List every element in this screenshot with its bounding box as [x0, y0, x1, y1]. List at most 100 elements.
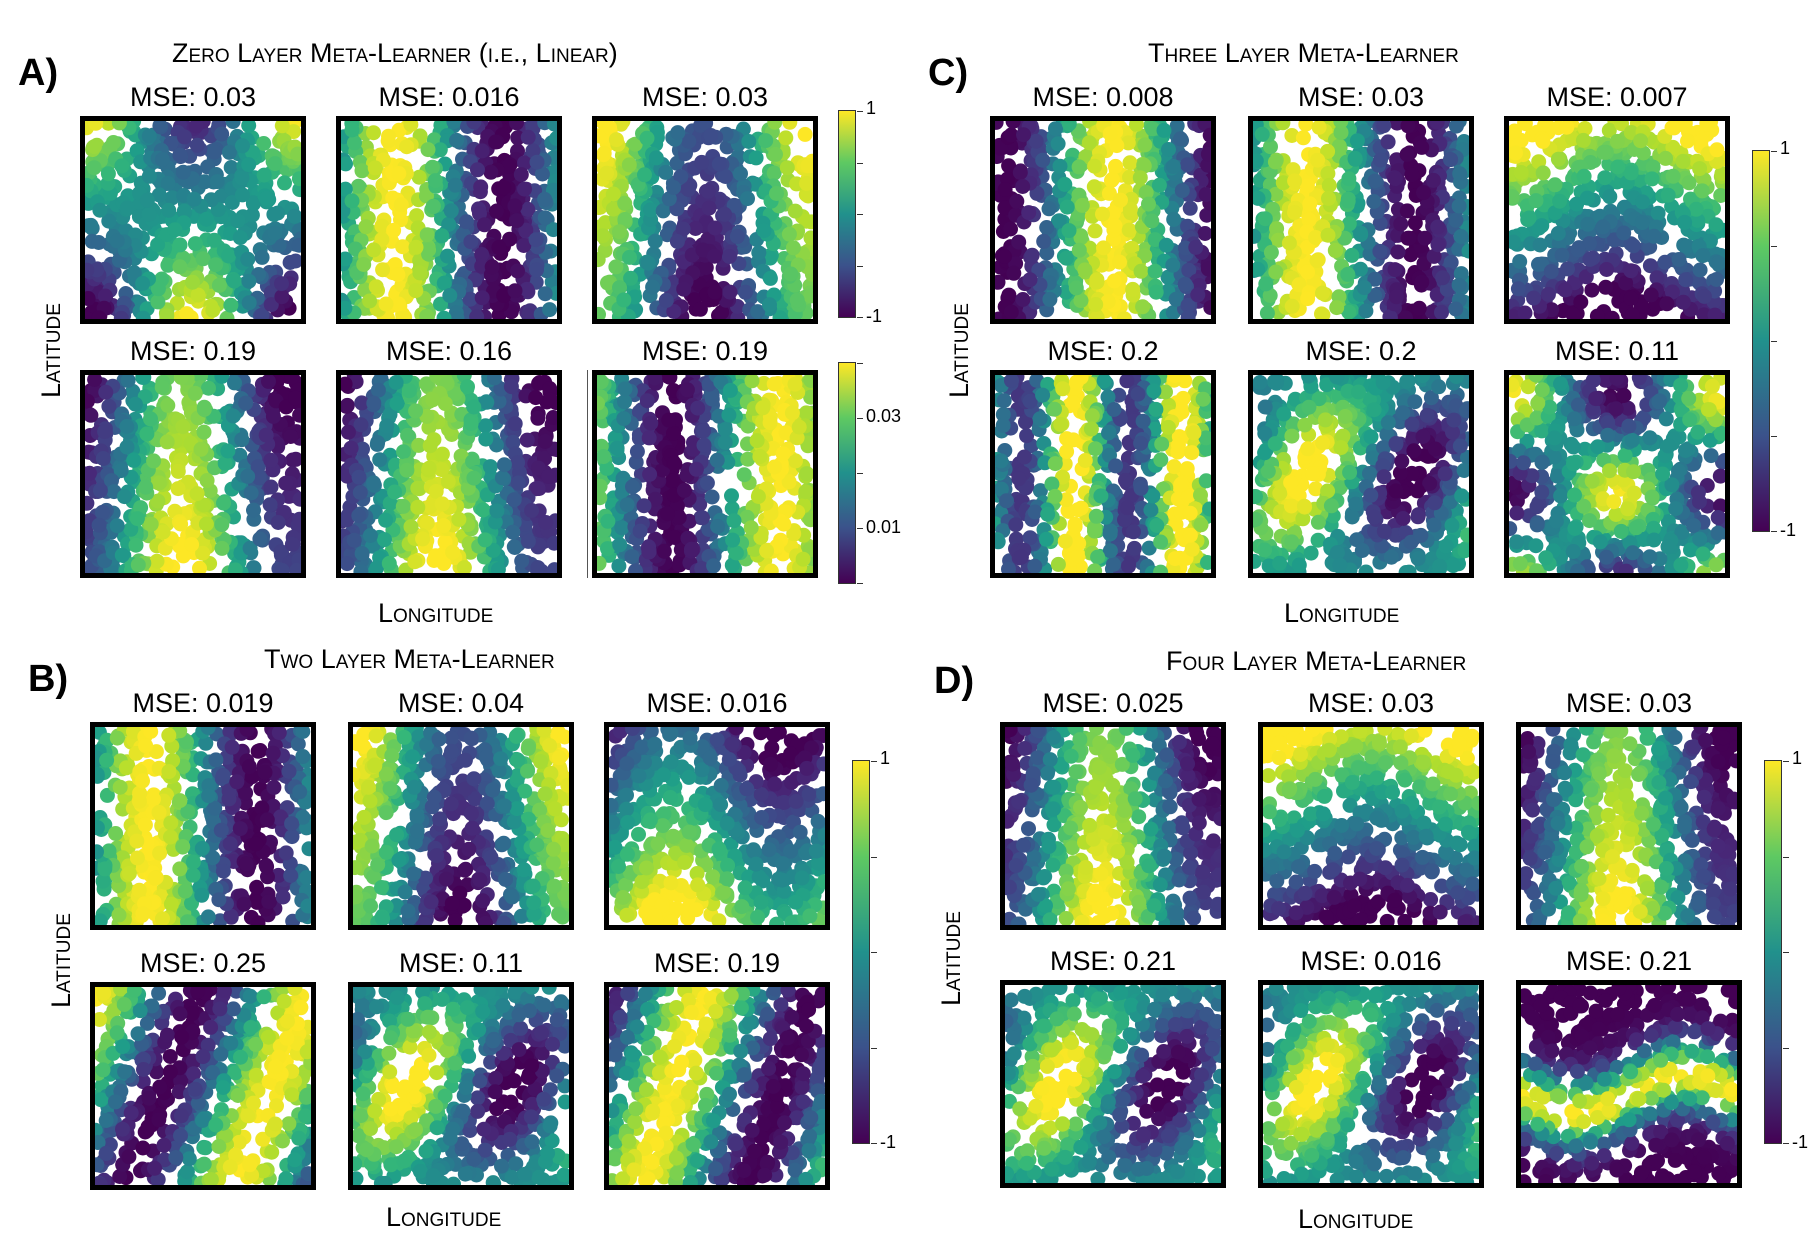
- scatter-point: [467, 791, 483, 807]
- scatter-point: [113, 310, 129, 319]
- scatter-point: [420, 142, 436, 158]
- scatter-point: [772, 310, 788, 319]
- scatter-point: [365, 869, 381, 885]
- scatter-point: [542, 381, 557, 396]
- scatter-point: [205, 302, 221, 318]
- scatter-point: [609, 814, 620, 830]
- scatter-point: [274, 121, 290, 134]
- scatter-point: [776, 516, 792, 532]
- scatter-point: [119, 419, 135, 434]
- scatter-point: [101, 398, 117, 414]
- scatter-point: [682, 730, 698, 746]
- scatter-point: [643, 415, 659, 431]
- scatter-point: [188, 121, 204, 134]
- divider-line: [587, 370, 588, 578]
- scatter-point: [695, 510, 710, 526]
- scatter-point: [714, 304, 730, 319]
- scatter-point: [120, 375, 136, 388]
- scatter-point: [667, 456, 683, 472]
- scatter-point: [397, 884, 413, 900]
- scatter-point: [288, 253, 301, 269]
- scatter-point: [483, 164, 499, 180]
- scatter-point: [545, 410, 557, 425]
- scatter-point: [670, 125, 686, 141]
- scatter-point: [236, 896, 252, 912]
- scatter-point: [389, 827, 405, 843]
- scatter-point: [623, 270, 639, 286]
- scatter-point: [679, 382, 695, 398]
- scatter-point: [799, 175, 813, 191]
- scatter-point: [762, 250, 778, 266]
- scatter-point: [196, 497, 212, 513]
- scatter-point: [694, 154, 710, 170]
- scatter-point: [367, 758, 383, 774]
- scatter-point: [248, 836, 264, 852]
- scatter-point: [496, 180, 512, 196]
- colorbar-max-label: 1: [866, 98, 877, 118]
- scatter-point: [250, 459, 266, 475]
- scatter-point: [160, 397, 176, 413]
- scatter-point: [597, 490, 608, 506]
- scatter-point: [241, 759, 257, 775]
- scatter-point: [537, 191, 553, 207]
- scatter-point: [775, 856, 791, 872]
- scatter-point: [430, 754, 446, 769]
- scatter-point: [167, 222, 183, 238]
- scatter-point: [363, 898, 378, 914]
- scatter-point: [557, 729, 569, 745]
- scatter-point: [560, 777, 569, 793]
- scatter-point: [127, 396, 143, 412]
- scatter-point: [707, 248, 722, 264]
- mse-label: MSE: 0.016: [646, 688, 788, 718]
- scatter-point: [795, 551, 811, 567]
- scatter-point: [374, 880, 389, 895]
- scatter-point: [707, 220, 723, 236]
- scatter-point: [528, 232, 544, 248]
- scatter-point: [100, 166, 116, 182]
- scatter-point: [92, 202, 108, 218]
- scatter-point: [546, 841, 561, 857]
- scatter-point: [423, 894, 439, 910]
- scatter-point: [787, 376, 803, 392]
- scatter-point: [612, 280, 627, 296]
- scatter-point: [369, 560, 385, 573]
- scatter-point: [418, 870, 433, 886]
- scatter-point: [536, 727, 552, 738]
- scatter-point: [647, 908, 663, 924]
- scatter-point: [91, 235, 107, 250]
- scatter-point: [163, 815, 179, 831]
- scatter-point: [698, 260, 714, 276]
- scatter-point: [664, 473, 680, 489]
- scatter-point: [662, 790, 678, 805]
- scatter-point: [137, 817, 153, 833]
- scatter-point: [179, 306, 195, 319]
- scatter-point: [711, 913, 727, 925]
- scatter-point: [703, 128, 719, 143]
- scatter-point: [86, 139, 102, 155]
- scatter-point: [541, 469, 556, 484]
- scatter-point: [507, 283, 523, 299]
- scatter-point: [159, 434, 175, 450]
- scatter-point: [270, 515, 286, 530]
- heatmap-subplot: [90, 722, 316, 930]
- scatter-point: [242, 988, 258, 1004]
- scatter-point: [125, 727, 141, 739]
- scatter-point: [520, 533, 536, 549]
- scatter-point: [458, 861, 474, 877]
- scatter-point: [546, 121, 557, 132]
- scatter-point: [101, 213, 117, 229]
- scatter-point: [800, 188, 813, 204]
- scatter-point: [618, 877, 634, 893]
- scatter-point: [769, 916, 785, 925]
- scatter-point: [341, 300, 353, 316]
- scatter-point: [341, 181, 353, 197]
- scatter-point: [767, 121, 783, 130]
- colorbar-tick: [857, 214, 863, 215]
- scatter-point: [705, 869, 721, 885]
- scatter-point: [189, 486, 205, 502]
- scatter-point: [711, 156, 727, 172]
- scatter-point: [341, 376, 353, 392]
- scatter-point: [666, 425, 681, 441]
- scatter-point: [710, 518, 726, 534]
- scatter-point: [632, 523, 648, 539]
